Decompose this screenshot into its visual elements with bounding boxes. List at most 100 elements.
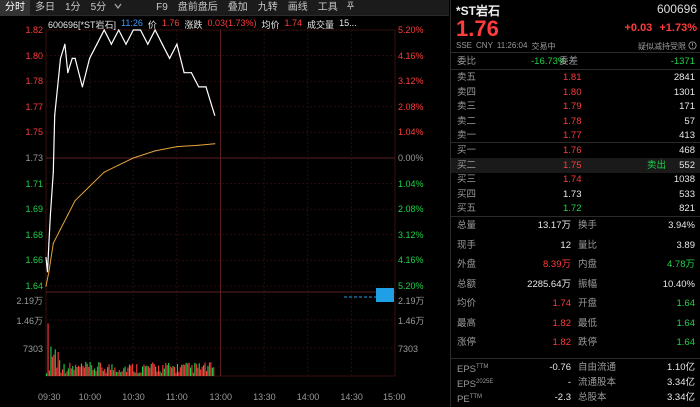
volume-bar [85,361,87,376]
volume-bar [80,363,82,376]
price-point [89,57,91,60]
chart-time: 11:26 [121,18,143,28]
volume-bar [76,367,78,376]
stat-label: 开盘 [578,298,598,309]
risk-label: 疑似减持受限 [638,42,686,51]
fund-label: 总股本 [578,392,607,403]
stat-label: 量比 [578,239,598,251]
ask-row[interactable]: 卖五 1.81 2841 [451,70,700,85]
stat-label: 振幅 [578,278,598,290]
intraday-chart[interactable]: 600696[*ST岩石] 11:26 价 1.76 涨跌 0.03(1.73%… [0,16,449,407]
volume-bar [120,372,122,376]
bid-row[interactable]: 买二 1.75 卖出 552 [451,157,700,173]
pin-button[interactable] [343,0,358,16]
fund-value: 3.34亿 [667,377,695,388]
ask-label: 卖四 [457,86,477,98]
f9-button[interactable]: F9 [156,1,168,13]
tab-intraday[interactable]: 分时 [0,0,30,16]
fund-label: 流通股本 [578,377,617,388]
nine-turn-button[interactable]: 九转 [257,1,278,13]
volume-bar [158,365,160,376]
volume-bar [48,370,50,376]
chart-canvas[interactable] [0,16,449,407]
stock-name: *ST岩石 [456,4,501,18]
volume-bar [207,366,209,376]
volume-bar [181,364,183,376]
avg-price-point [214,143,216,145]
price-point [64,43,66,45]
price-point [48,242,50,244]
risk-tag[interactable]: 疑似减持受限 [638,41,697,52]
bid-row[interactable]: 买三 1.74 1038 [451,172,700,187]
volume-bar [67,368,69,376]
premarket-button[interactable]: 盘前盘后 [177,1,218,13]
volume-bar [89,362,91,376]
draw-line-button[interactable]: 画线 [287,1,308,13]
ask-row[interactable]: 卖二 1.78 57 [451,114,700,129]
volume-bar [128,364,130,376]
weibi-label: 委比 [457,56,477,67]
bid-price: 1.76 [563,145,582,156]
fund-label-suffix: TTM [469,394,483,400]
volume-bar [92,370,94,376]
volume-bar [107,367,109,376]
volume-bar [194,362,196,376]
weibi-row: 委比 -16.73% 委差 -1371 [451,54,700,69]
ask-price: 1.77 [563,130,582,141]
volume-bar [169,366,171,376]
tab-5min[interactable]: 5分 [90,1,107,13]
bid-row[interactable]: 买四 1.73 533 [451,187,700,202]
fund-label: PETTM [457,394,483,406]
volume-label: 成交量 [307,20,335,30]
volume-bar [168,363,170,376]
volume-bar [159,371,161,376]
volume-bar [114,367,116,376]
y-tick-percent: 2.08% [398,204,424,215]
ask-row[interactable]: 卖一 1.77 413 [451,128,700,143]
volume-bar [143,364,145,376]
ask-row[interactable]: 卖三 1.79 171 [451,99,700,114]
x-tick-time: 10:30 [122,392,145,402]
volume-bar [91,365,93,376]
ask-row[interactable]: 卖四 1.80 1301 [451,85,700,100]
more-periods-dropdown[interactable] [111,0,125,16]
y-tick-price: 1.82 [25,25,43,35]
bid-row[interactable]: 买五 1.72 821 [451,201,700,216]
divider [451,52,700,53]
overlay-button[interactable]: 叠加 [227,1,248,13]
ask-label: 卖一 [457,130,477,141]
avg-price-point [176,146,178,148]
price-point [81,86,83,88]
tools-button[interactable]: 工具 [317,1,338,13]
stat-label: 最高 [457,317,477,329]
y-tick-price: 1.75 [25,127,43,138]
y-tick-price: 1.69 [25,204,43,215]
volume-bar [137,373,139,376]
y-tick-price: 1.71 [25,178,43,189]
stat-value: 4.78万 [667,259,695,270]
price-point [169,57,171,60]
y-tick-percent: 3.12% [398,76,424,87]
change-value: 0.03(1.73%) [207,18,257,28]
fundamental-row: EPS2025E - 流通股本 3.34亿 [451,375,700,390]
tab-multiday[interactable]: 多日 [35,1,55,13]
volume-bar [75,364,77,376]
divider [451,358,700,359]
volume-bar [172,366,174,376]
stat-label: 均价 [457,298,477,309]
volume-bar [98,362,100,376]
volume-bar [70,368,72,376]
volume-bar [102,370,104,376]
tab-1min[interactable]: 1分 [65,1,81,13]
bid-row[interactable]: 买一 1.76 468 [451,143,700,158]
volume-bar [160,372,162,376]
price-point [46,271,49,273]
ask-price: 1.81 [563,72,582,83]
trading-status: 交易中 [531,42,556,51]
volume-bar [83,367,85,376]
volume-bar [69,362,71,376]
stat-value: 1.64 [676,298,696,309]
ask-price: 1.80 [563,86,582,98]
y-tick-percent: 1.04% [398,178,424,189]
volume-bar [46,373,48,376]
